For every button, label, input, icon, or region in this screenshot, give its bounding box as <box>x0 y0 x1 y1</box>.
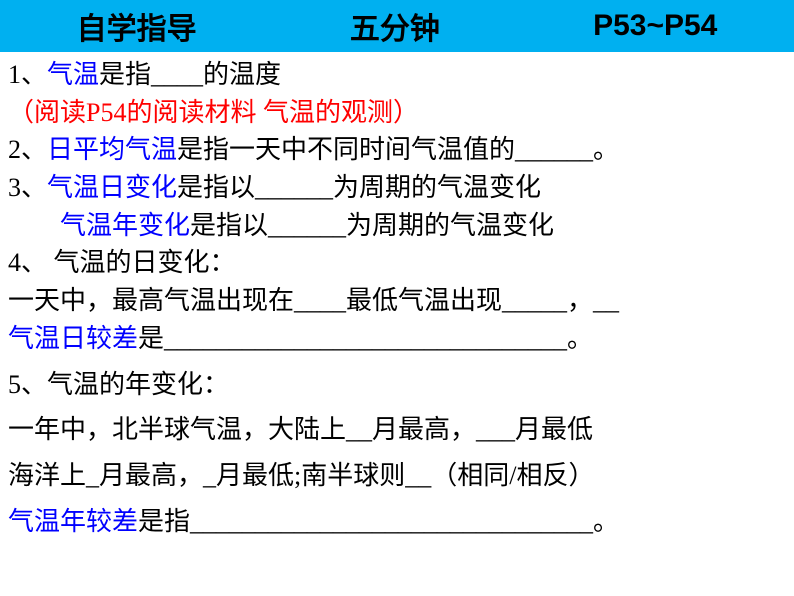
line-7-text: 一天中，最高气温出现在____最低气温出现_____，__ <box>8 286 619 315</box>
line-12-term: 气温年较差 <box>8 507 138 536</box>
line-5-indent <box>8 211 60 240</box>
line-8-term: 气温日较差 <box>8 324 138 353</box>
line-4-text: 是指以______为周期的气温变化 <box>177 173 541 202</box>
line-9: 5、气温的年变化： <box>8 366 786 404</box>
line-11-text: 海洋上_月最高，_月最低;南半球则__（相同/相反） <box>8 461 594 490</box>
line-3-text: 是指一天中不同时间气温值的______。 <box>177 135 619 164</box>
line-2: （阅读P54的阅读材料 气温的观测） <box>8 94 786 132</box>
line-6-num: 4、 <box>8 248 54 277</box>
line-4-term: 气温日变化 <box>47 173 177 202</box>
spacer-4 <box>8 495 786 503</box>
line-12-text: 是指_______________________________。 <box>138 507 619 536</box>
line-6-text: 气温的日变化： <box>54 248 236 277</box>
line-8: 气温日较差是_______________________________。 <box>8 320 786 358</box>
line-9-num: 5、 <box>8 370 47 399</box>
line-5-term: 气温年变化 <box>60 211 190 240</box>
line-5: 气温年变化是指以______为周期的气温变化 <box>8 207 786 245</box>
header-bar: 自学指导 五分钟 P53~P54 <box>0 0 794 52</box>
header-title-3: P53~P54 <box>593 9 717 43</box>
line-9-text: 气温的年变化： <box>47 370 229 399</box>
line-3: 2、日平均气温是指一天中不同时间气温值的______。 <box>8 131 786 169</box>
spacer-2 <box>8 403 786 411</box>
header-title-2: 五分钟 <box>350 4 440 48</box>
line-3-term: 日平均气温 <box>47 135 177 164</box>
spacer-3 <box>8 449 786 457</box>
line-2-note: （阅读P54的阅读材料 气温的观测） <box>8 98 419 127</box>
line-12: 气温年较差是指_______________________________。 <box>8 503 786 541</box>
line-3-num: 2、 <box>8 135 47 164</box>
line-4: 3、气温日变化是指以______为周期的气温变化 <box>8 169 786 207</box>
line-1-term: 气温 <box>47 60 99 89</box>
line-4-num: 3、 <box>8 173 47 202</box>
line-6: 4、 气温的日变化： <box>8 244 786 282</box>
line-1: 1、气温是指____的温度 <box>8 56 786 94</box>
line-10: 一年中，北半球气温，大陆上__月最高，___月最低 <box>8 411 786 449</box>
spacer-1 <box>8 358 786 366</box>
line-7: 一天中，最高气温出现在____最低气温出现_____，__ <box>8 282 786 320</box>
line-1-num: 1、 <box>8 60 47 89</box>
line-8-text: 是_______________________________。 <box>138 324 593 353</box>
line-11: 海洋上_月最高，_月最低;南半球则__（相同/相反） <box>8 457 786 495</box>
content-area: 1、气温是指____的温度 （阅读P54的阅读材料 气温的观测） 2、日平均气温… <box>0 52 794 544</box>
header-title-1: 自学指导 <box>77 4 197 48</box>
line-5-text: 是指以______为周期的气温变化 <box>190 211 554 240</box>
line-1-text: 是指____的温度 <box>99 60 281 89</box>
line-10-text: 一年中，北半球气温，大陆上__月最高，___月最低 <box>8 415 593 444</box>
